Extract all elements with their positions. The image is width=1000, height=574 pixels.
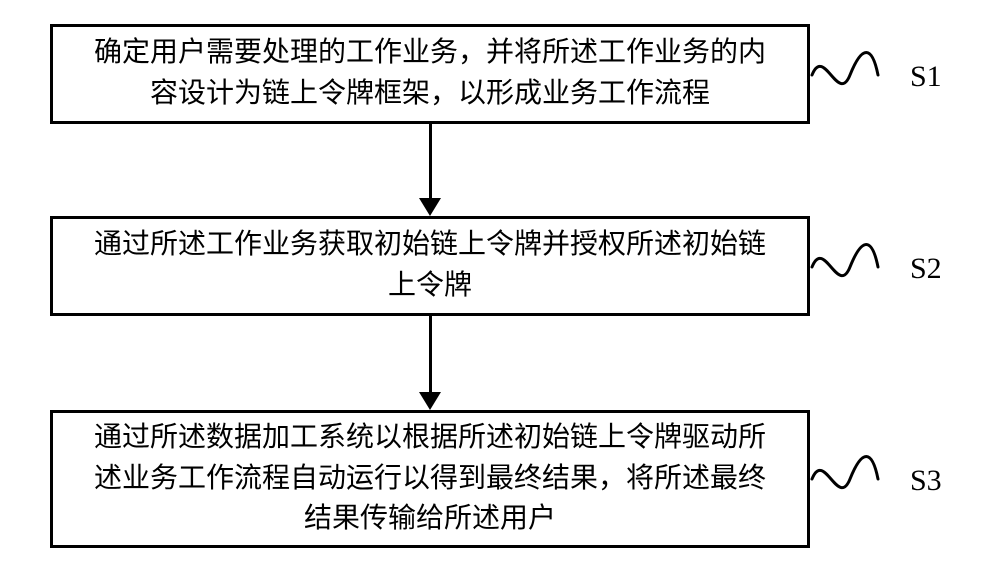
- step-label-s3: S3: [910, 464, 942, 498]
- step-box-s3: 通过所述数据加工系统以根据所述初始链上令牌驱动所述业务工作流程自动运行以得到最终…: [50, 410, 810, 548]
- step-box-s2: 通过所述工作业务获取初始链上令牌并授权所述初始链上令牌: [50, 216, 810, 316]
- step-label-s2: S2: [910, 252, 942, 286]
- arrow-head-2: [419, 392, 441, 410]
- connector-squiggle-s2: [810, 242, 880, 292]
- arrow-line-2: [429, 316, 432, 392]
- connector-squiggle-s3: [810, 454, 880, 504]
- flowchart-canvas: 确定用户需要处理的工作业务，并将所述工作业务的内容设计为链上令牌框架，以形成业务…: [0, 0, 1000, 574]
- connector-squiggle-s1: [810, 50, 880, 100]
- arrow-line-1: [429, 124, 432, 198]
- step-label-s1: S1: [910, 60, 942, 94]
- step-box-s1: 确定用户需要处理的工作业务，并将所述工作业务的内容设计为链上令牌框架，以形成业务…: [50, 24, 810, 124]
- step-text: 确定用户需要处理的工作业务，并将所述工作业务的内容设计为链上令牌框架，以形成业务…: [83, 33, 777, 114]
- step-text: 通过所述数据加工系统以根据所述初始链上令牌驱动所述业务工作流程自动运行以得到最终…: [83, 418, 777, 540]
- step-text: 通过所述工作业务获取初始链上令牌并授权所述初始链上令牌: [83, 225, 777, 306]
- arrow-head-1: [419, 198, 441, 216]
